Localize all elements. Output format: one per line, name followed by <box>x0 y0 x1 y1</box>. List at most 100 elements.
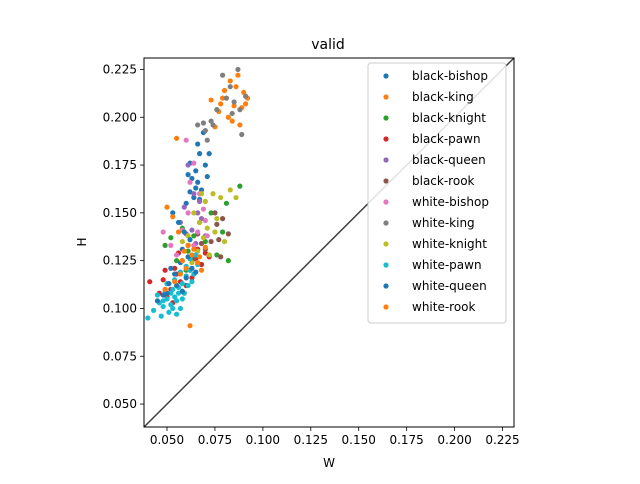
point-white-bishop-10 <box>168 242 174 248</box>
point-black-queen-10 <box>197 198 203 204</box>
point-white-rook-10 <box>177 271 184 277</box>
point-white-pawn-29 <box>160 298 166 304</box>
point-white-knight-11 <box>221 238 228 245</box>
legend-label-white-knight: white-knight <box>412 237 487 251</box>
point-white-queen-10 <box>160 292 166 298</box>
point-black-queen-1 <box>191 191 197 197</box>
point-white-bishop-7 <box>191 242 197 248</box>
point-black-bishop-1 <box>193 168 199 174</box>
point-black-king-12 <box>221 87 228 94</box>
point-white-knight-1 <box>202 198 208 204</box>
point-white-rook-2 <box>170 214 176 220</box>
point-black-rook-11 <box>225 231 231 237</box>
point-white-knight-15 <box>179 238 185 245</box>
point-black-king-2 <box>241 89 247 96</box>
point-white-rook-0 <box>173 135 180 141</box>
point-black-rook-6 <box>218 254 224 260</box>
legend-marker-black-king <box>383 94 389 100</box>
point-white-king-13 <box>229 110 235 117</box>
point-black-pawn-11 <box>198 261 205 268</box>
point-white-king-6 <box>208 118 214 124</box>
point-white-rook-1 <box>164 204 170 210</box>
legend-label-white-pawn: white-pawn <box>412 258 482 272</box>
point-white-queen-0 <box>170 210 176 216</box>
point-white-rook-8 <box>179 258 185 264</box>
y-tick-label: 0.075 <box>103 349 137 363</box>
x-tick-label: 0.225 <box>485 433 519 447</box>
legend-label-white-king: white-king <box>412 216 475 230</box>
axes: 0.050 0.075 0.100 0.125 0.150 0.175 0.200 0.225… <box>103 62 520 447</box>
point-black-king-1 <box>235 72 241 78</box>
point-white-pawn-31 <box>173 311 180 317</box>
point-black-knight-3 <box>173 258 180 264</box>
point-white-king-15 <box>204 137 210 143</box>
series-black-bishop <box>183 129 212 206</box>
point-white-bishop-0 <box>183 137 189 143</box>
point-black-king-10 <box>208 97 214 103</box>
point-black-bishop-6 <box>191 194 197 201</box>
point-black-king-0 <box>227 78 233 84</box>
point-black-pawn-0 <box>160 277 166 283</box>
point-black-king-3 <box>231 103 237 109</box>
point-white-bishop-1 <box>191 160 197 166</box>
point-black-queen-0 <box>185 162 191 168</box>
legend-marker-white-pawn <box>383 262 389 268</box>
point-white-knight-16 <box>200 235 207 241</box>
point-black-pawn-7 <box>172 265 178 271</box>
legend-marker-white-queen <box>383 283 389 289</box>
point-white-rook-13 <box>191 246 197 252</box>
point-white-king-7 <box>210 122 216 128</box>
legend-label-white-rook: white-rook <box>412 300 476 314</box>
point-black-king-7 <box>243 101 249 107</box>
point-black-bishop-7 <box>202 162 208 168</box>
point-white-rook-16 <box>181 248 187 254</box>
point-black-bishop-4 <box>185 172 191 178</box>
x-tick-label: 0.175 <box>389 433 423 447</box>
point-black-knight-4 <box>162 242 168 248</box>
x-tick-label: 0.125 <box>294 433 328 447</box>
point-black-rook-4 <box>214 221 220 227</box>
point-white-bishop-6 <box>204 233 210 239</box>
point-white-queen-13 <box>183 275 189 281</box>
point-white-queen-5 <box>185 254 191 260</box>
point-white-pawn-20 <box>166 309 172 315</box>
legend-label-white-queen: white-queen <box>412 279 487 293</box>
point-black-knight-8 <box>208 210 214 216</box>
legend-label-black-bishop: black-bishop <box>412 69 488 83</box>
point-white-knight-2 <box>210 191 216 197</box>
point-white-pawn-33 <box>170 305 176 312</box>
legend-marker-black-bishop <box>383 73 389 79</box>
point-black-knight-11 <box>214 252 220 258</box>
point-black-king-6 <box>237 122 243 128</box>
point-white-pawn-15 <box>177 305 184 312</box>
point-white-rook-15 <box>162 286 168 292</box>
point-black-queen-3 <box>195 210 201 216</box>
legend-box <box>367 62 507 324</box>
point-white-king-10 <box>235 66 241 73</box>
point-white-pawn-18 <box>189 279 195 285</box>
point-black-rook-10 <box>212 210 218 216</box>
point-white-pawn-21 <box>154 292 161 298</box>
point-white-pawn-32 <box>179 296 185 302</box>
point-white-queen-8 <box>172 271 178 277</box>
x-tick-label: 0.075 <box>198 433 232 447</box>
point-black-queen-5 <box>189 227 195 233</box>
legend-marker-white-rook <box>383 304 389 310</box>
point-white-pawn-0 <box>145 315 151 321</box>
x-tick-label: 0.050 <box>150 433 184 447</box>
point-white-bishop-2 <box>187 179 193 185</box>
point-white-king-9 <box>195 122 201 128</box>
series-white-queen <box>154 210 199 304</box>
legend-marker-black-pawn <box>383 136 389 142</box>
point-black-pawn-15 <box>162 267 168 273</box>
point-white-knight-0 <box>198 191 205 197</box>
legend-marker-white-bishop <box>383 199 389 205</box>
point-black-bishop-16 <box>187 189 193 195</box>
point-white-king-12 <box>223 95 230 101</box>
x-tick-label: 0.200 <box>437 433 471 447</box>
point-black-knight-9 <box>220 229 226 235</box>
point-white-pawn-5 <box>168 290 174 296</box>
legend-marker-white-king <box>383 220 389 226</box>
y-tick-label: 0.200 <box>103 110 137 124</box>
point-black-pawn-19 <box>147 279 153 285</box>
